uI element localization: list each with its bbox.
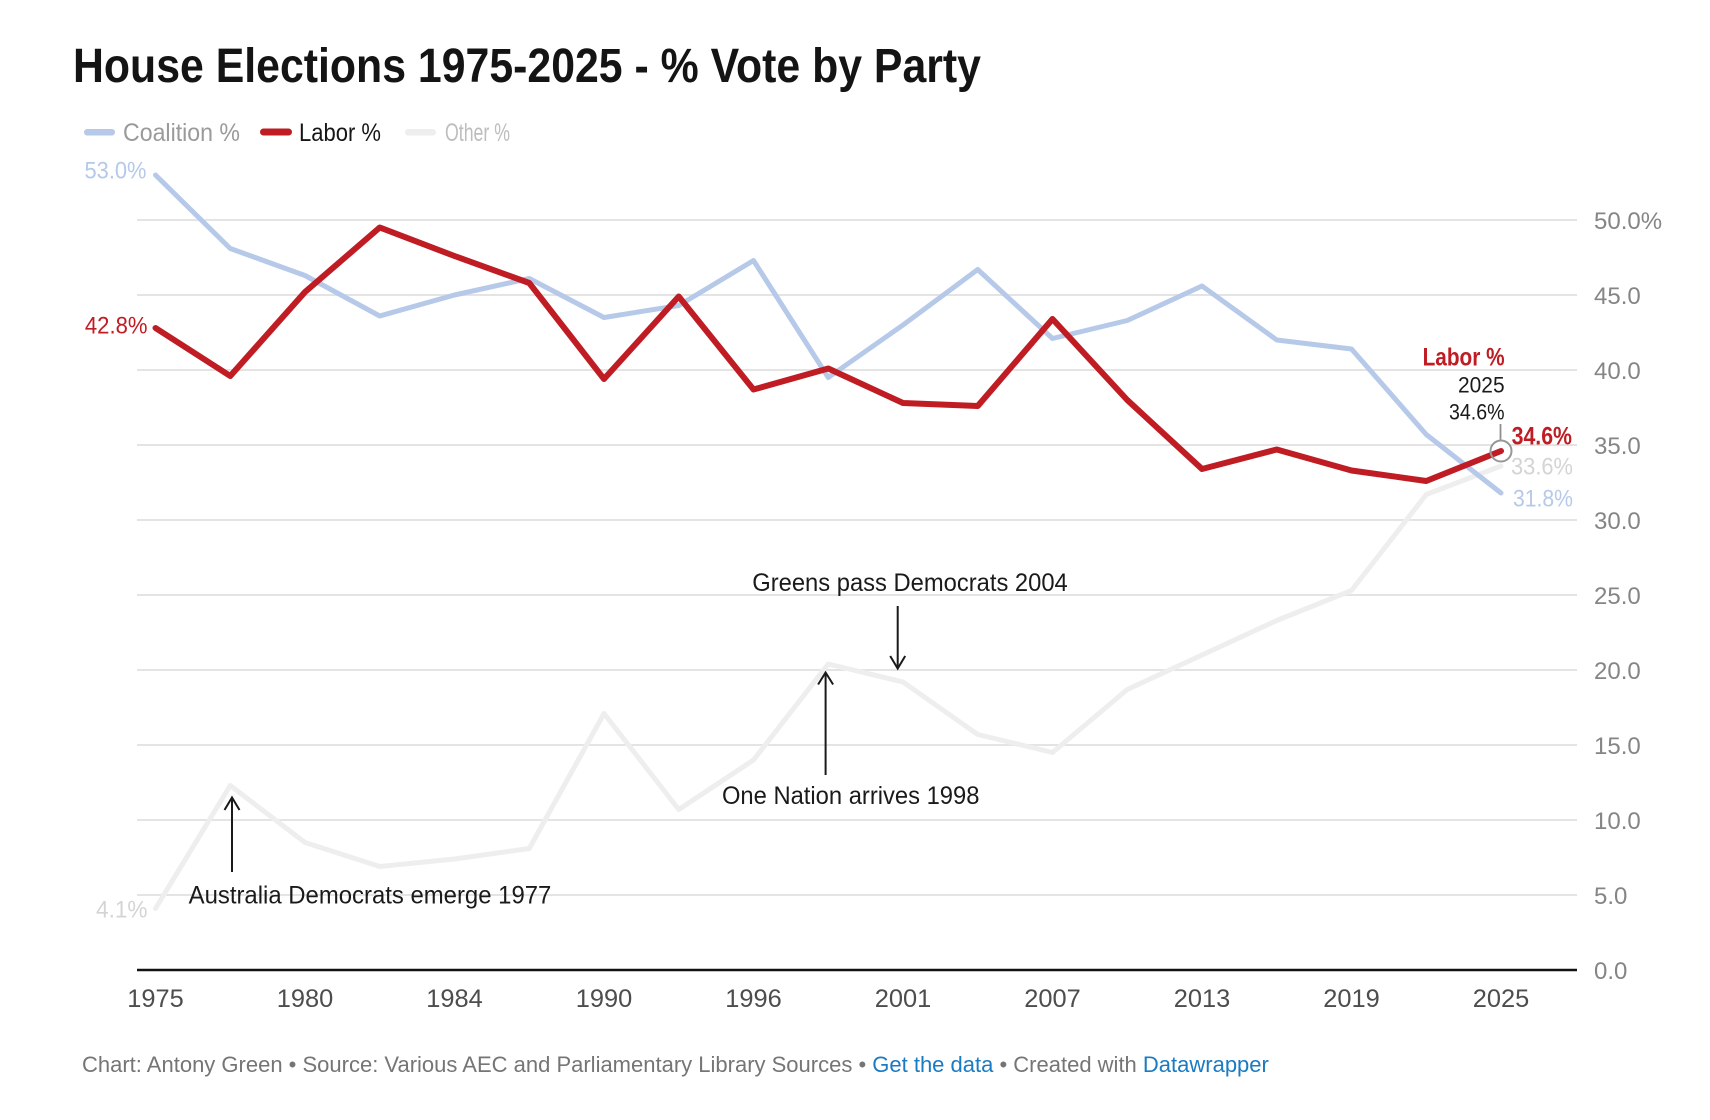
svg-text:Australia Democrats emerge 197: Australia Democrats emerge 1977: [189, 882, 552, 910]
svg-text:2007: 2007: [1024, 985, 1081, 1013]
svg-text:42.8%: 42.8%: [85, 312, 148, 339]
svg-text:0.0: 0.0: [1594, 958, 1627, 985]
svg-text:Labor %: Labor %: [299, 119, 381, 147]
svg-text:33.6%: 33.6%: [1511, 454, 1573, 481]
svg-text:40.0: 40.0: [1594, 358, 1641, 385]
svg-text:House Elections 1975-2025 - %: House Elections 1975-2025 - % Vote by Pa…: [73, 40, 981, 93]
svg-text:31.8%: 31.8%: [1513, 486, 1573, 513]
svg-text:1996: 1996: [725, 985, 782, 1013]
svg-text:Labor %: Labor %: [1423, 344, 1505, 372]
svg-text:1990: 1990: [576, 985, 633, 1013]
svg-text:53.0%: 53.0%: [85, 158, 147, 185]
svg-text:30.0: 30.0: [1594, 508, 1641, 535]
svg-text:Coalition %: Coalition %: [123, 119, 240, 147]
svg-text:5.0: 5.0: [1594, 883, 1627, 910]
svg-text:34.6%: 34.6%: [1449, 399, 1505, 424]
svg-text:2019: 2019: [1323, 985, 1380, 1013]
svg-text:1980: 1980: [277, 985, 334, 1013]
svg-text:1984: 1984: [426, 985, 483, 1013]
svg-text:2025: 2025: [1458, 373, 1505, 398]
svg-text:45.0: 45.0: [1594, 283, 1641, 310]
svg-text:10.0: 10.0: [1594, 808, 1641, 835]
svg-text:2013: 2013: [1174, 985, 1231, 1013]
svg-text:15.0: 15.0: [1594, 733, 1641, 760]
svg-text:4.1%: 4.1%: [96, 897, 148, 924]
svg-text:1975: 1975: [127, 985, 184, 1013]
svg-text:Other %: Other %: [445, 119, 510, 147]
svg-text:2001: 2001: [875, 985, 932, 1013]
svg-text:One Nation arrives 1998: One Nation arrives 1998: [722, 782, 980, 810]
svg-text:50.0%: 50.0%: [1594, 208, 1662, 235]
svg-text:35.0: 35.0: [1594, 433, 1641, 460]
svg-text:25.0: 25.0: [1594, 583, 1641, 610]
svg-text:20.0: 20.0: [1594, 658, 1641, 685]
svg-text:Greens pass Democrats 2004: Greens pass Democrats 2004: [752, 569, 1068, 597]
svg-text:34.6%: 34.6%: [1512, 423, 1572, 451]
svg-text:2025: 2025: [1473, 985, 1530, 1013]
svg-text:Chart: Antony Green • Source:: Chart: Antony Green • Source: Various AE…: [82, 1052, 1269, 1077]
